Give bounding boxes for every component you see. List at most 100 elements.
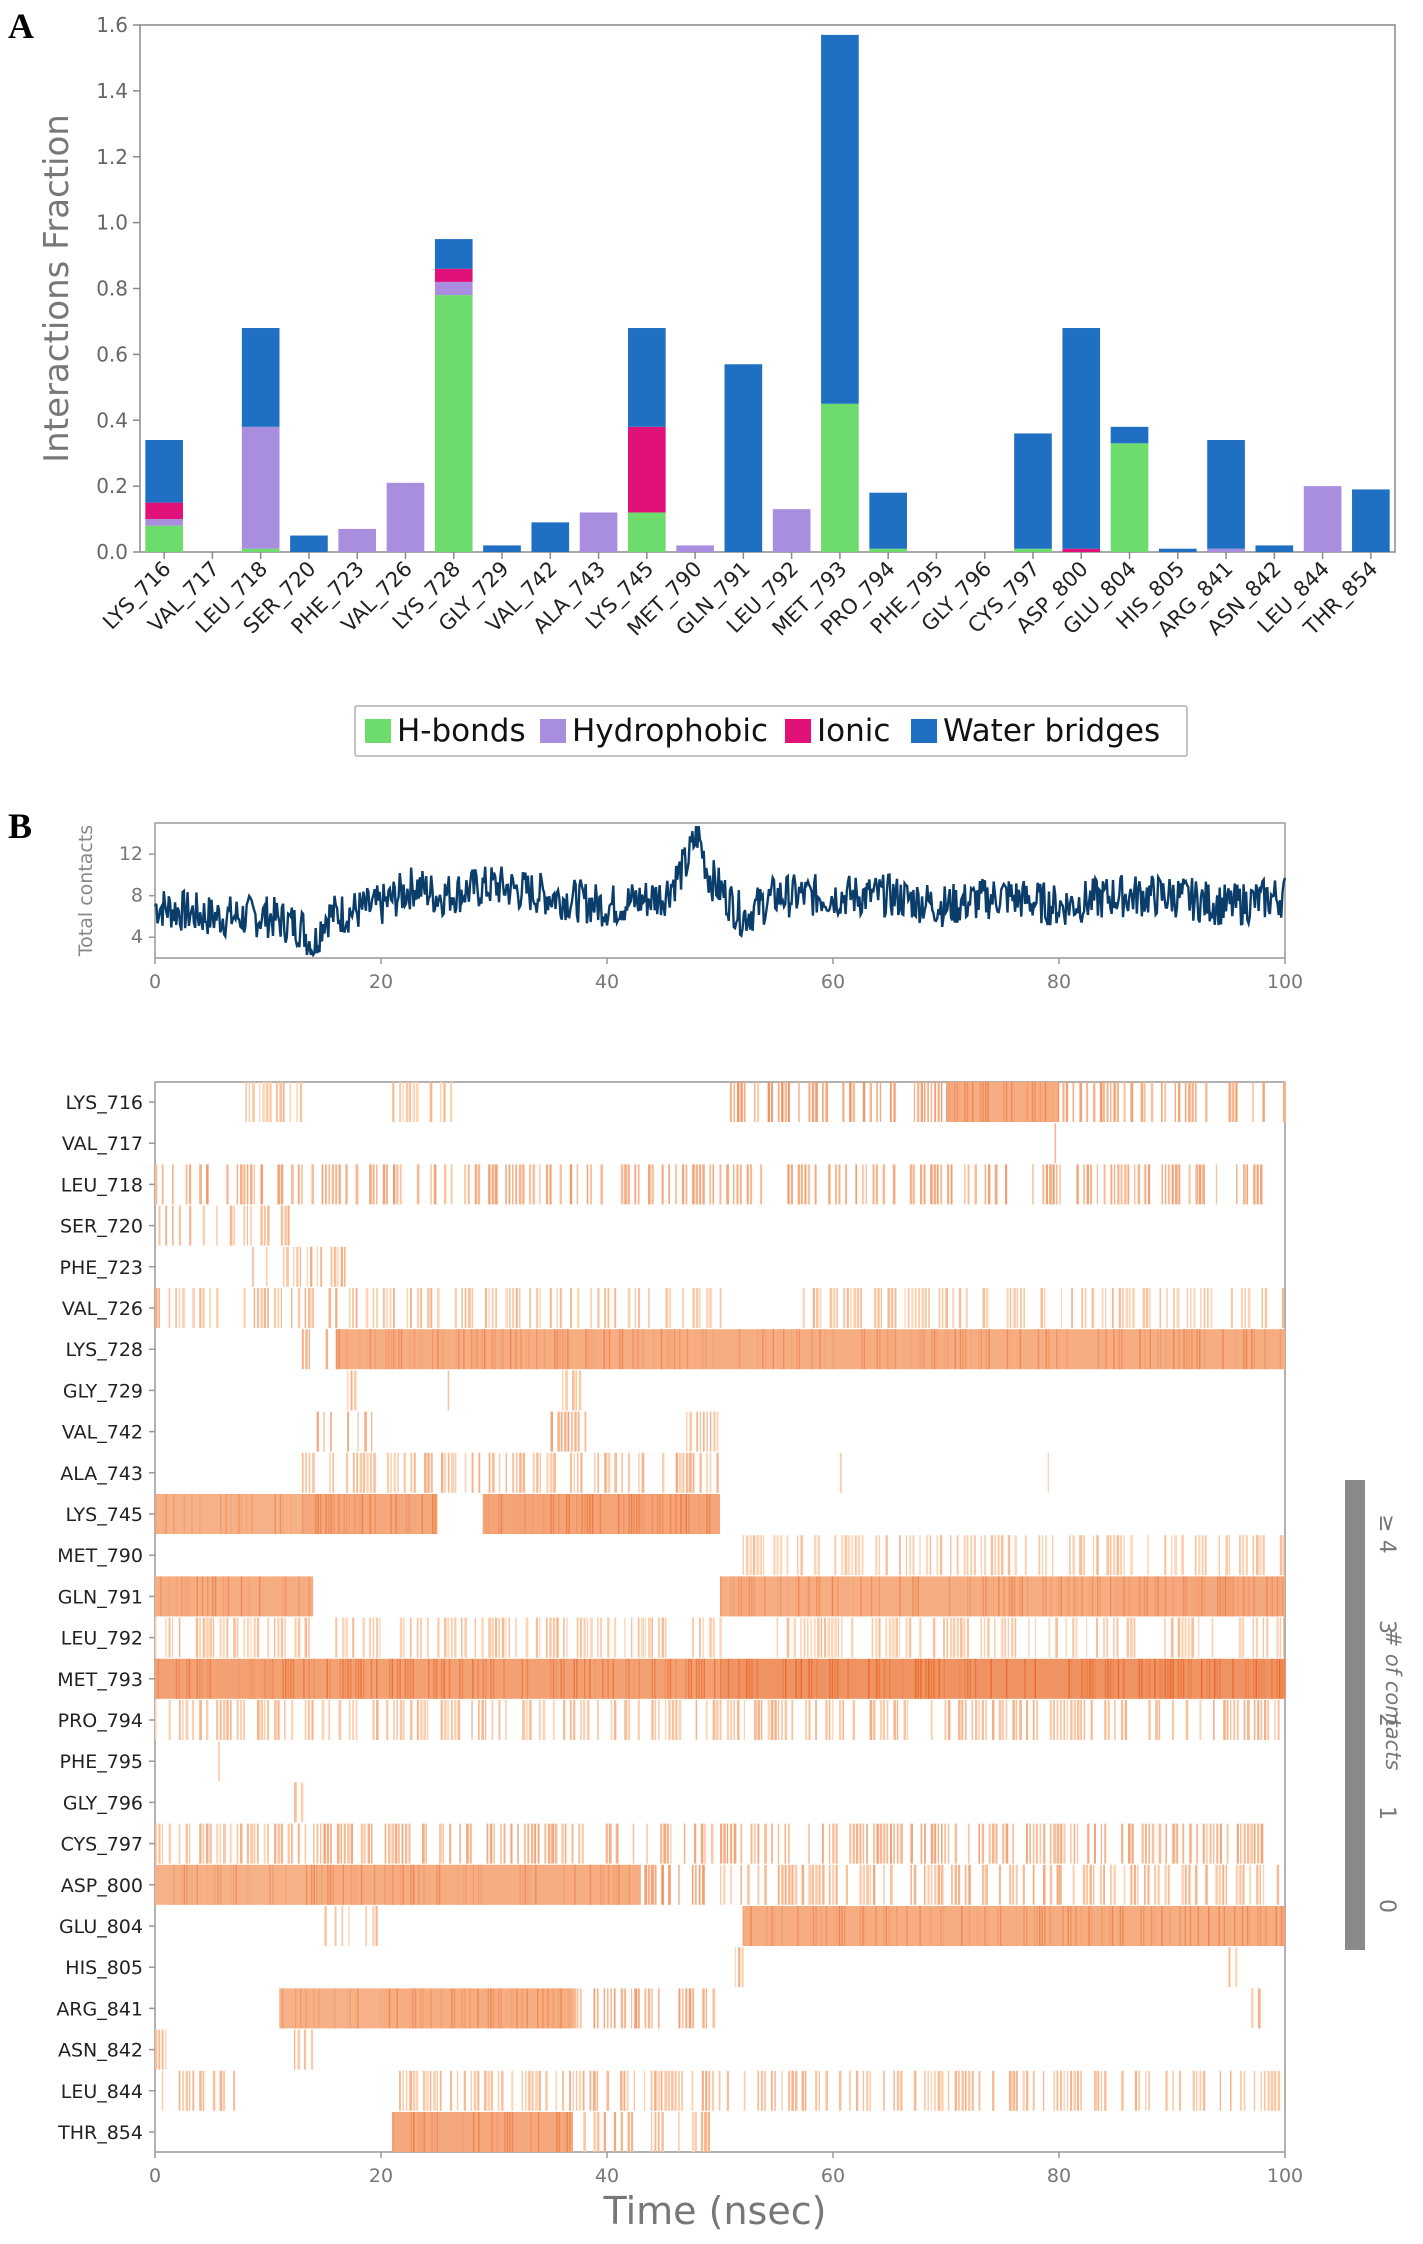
heat-tick-arg_841 xyxy=(388,1988,391,2029)
heat-tick-leu_718 xyxy=(491,1164,495,1205)
heat-tick-ala_743 xyxy=(682,1452,685,1493)
heat-tick-gln_791 xyxy=(720,1576,722,1617)
heat-tick-leu_718 xyxy=(335,1164,338,1205)
heat-tick-arg_841 xyxy=(557,1988,560,2029)
heat-tick-lys_728 xyxy=(455,1329,457,1370)
heat-tick-val_726 xyxy=(1043,1288,1046,1328)
heat-tick-ala_743 xyxy=(444,1452,446,1493)
heat-tick-pro_794 xyxy=(522,1700,525,1740)
heat-tick-lys_728 xyxy=(439,1329,442,1370)
bar-hydrophobic-ala_743 xyxy=(579,512,618,552)
heat-tick-gln_791 xyxy=(1021,1576,1023,1617)
heat-tick-val_726 xyxy=(155,1288,158,1328)
x-tick-label: 60 xyxy=(821,971,845,993)
heat-tick-leu_844 xyxy=(781,2070,783,2111)
heat-tick-cys_797 xyxy=(223,1823,226,1864)
heat-tick-pro_794 xyxy=(1036,1700,1039,1740)
heat-tick-leu_792 xyxy=(810,1617,812,1658)
heat-tick-asp_800 xyxy=(1144,1864,1146,1905)
heat-tick-leu_844 xyxy=(691,2070,694,2111)
heat-tick-lys_728 xyxy=(543,1329,546,1370)
heat-tick-arg_841 xyxy=(461,1988,463,2029)
heat-tick-lys_728 xyxy=(983,1329,985,1370)
heat-tick-ser_720 xyxy=(189,1205,192,1246)
heat-tick-leu_792 xyxy=(1255,1617,1259,1658)
heat-tick-cys_797 xyxy=(527,1823,530,1864)
heat-tick-leu_792 xyxy=(420,1617,422,1658)
heat-tick-val_726 xyxy=(175,1288,177,1328)
heat-tick-met_793 xyxy=(490,1658,492,1699)
heat-tick-met_790 xyxy=(1096,1535,1099,1576)
heat-tick-leu_844 xyxy=(545,2070,548,2111)
heat-tick-met_793 xyxy=(1190,1658,1192,1699)
heat-tick-gln_791 xyxy=(738,1576,740,1617)
heat-tick-phe_723 xyxy=(320,1246,323,1287)
heat-tick-leu_844 xyxy=(1264,2070,1266,2111)
x-tick-label: 80 xyxy=(1047,971,1071,993)
heat-tick-gln_791 xyxy=(160,1576,162,1617)
heat-tick-cys_797 xyxy=(937,1823,939,1864)
heat-tick-gln_791 xyxy=(1164,1576,1167,1617)
heat-tick-lys_716 xyxy=(879,1082,882,1122)
heat-tick-arg_841 xyxy=(552,1988,554,2029)
heat-tick-cys_797 xyxy=(571,1823,574,1864)
heat-tick-lys_728 xyxy=(1118,1329,1120,1370)
heat-tick-pro_794 xyxy=(1080,1700,1082,1740)
heat-tick-asp_800 xyxy=(1276,1864,1280,1905)
heat-tick-lys_745 xyxy=(356,1494,358,1534)
heat-tick-met_793 xyxy=(344,1658,347,1699)
heat-tick-phe_723 xyxy=(333,1246,337,1287)
heat-tick-val_726 xyxy=(1111,1288,1114,1328)
heat-tick-pro_794 xyxy=(1060,1700,1062,1740)
heat-tick-leu_718 xyxy=(695,1164,699,1205)
heat-tick-cys_797 xyxy=(500,1823,502,1864)
heat-tick-lys_745 xyxy=(314,1494,317,1534)
heat-tick-lys_716 xyxy=(924,1082,926,1122)
heat-tick-pro_794 xyxy=(185,1700,189,1740)
heat-tick-arg_841 xyxy=(702,1988,705,2029)
heat-tick-gly_729 xyxy=(447,1370,450,1411)
heat-tick-lys_728 xyxy=(762,1329,764,1370)
heat-tick-pro_794 xyxy=(1056,1700,1059,1740)
heat-tick-met_793 xyxy=(756,1658,758,1699)
bar-hydrophobic-phe_723 xyxy=(338,528,377,552)
heat-tick-leu_718 xyxy=(512,1164,514,1205)
heat-tick-leu_844 xyxy=(1179,2070,1182,2111)
heat-tick-val_726 xyxy=(515,1288,518,1328)
heat-tick-leu_718 xyxy=(291,1164,294,1205)
heat-tick-pro_794 xyxy=(420,1700,423,1740)
heat-tick-leu_718 xyxy=(1168,1164,1170,1205)
heat-tick-lys_728 xyxy=(879,1329,881,1370)
heat-tick-met_793 xyxy=(902,1658,904,1699)
heat-tick-cys_797 xyxy=(632,1823,635,1864)
heat-tick-lys_716 xyxy=(259,1082,261,1122)
heat-tick-lys_745 xyxy=(706,1494,708,1534)
heat-tick-met_793 xyxy=(928,1658,930,1699)
residue-row-label: VAL_717 xyxy=(62,1133,143,1155)
heat-tick-val_742 xyxy=(689,1411,692,1452)
heat-tick-ala_743 xyxy=(346,1452,349,1493)
heat-tick-val_726 xyxy=(505,1288,508,1328)
heat-tick-val_726 xyxy=(267,1288,269,1328)
heat-tick-asp_800 xyxy=(464,1864,467,1905)
heat-tick-leu_792 xyxy=(1198,1617,1200,1658)
heat-tick-asp_800 xyxy=(1123,1864,1126,1905)
heat-tick-lys_716 xyxy=(1191,1082,1194,1122)
heat-tick-met_793 xyxy=(785,1658,787,1699)
heat-tick-gln_791 xyxy=(1266,1576,1268,1617)
heat-tick-met_793 xyxy=(651,1658,653,1699)
bar-h-bonds-lys_716 xyxy=(145,525,183,552)
heat-tick-lys_728 xyxy=(686,1329,689,1370)
heat-tick-pro_794 xyxy=(539,1700,541,1740)
heat-tick-pro_794 xyxy=(1185,1700,1189,1740)
heat-tick-gln_791 xyxy=(816,1576,818,1617)
heat-tick-cys_797 xyxy=(1165,1823,1168,1864)
heat-tick-leu_844 xyxy=(429,2070,432,2111)
heat-tick-lys_716 xyxy=(771,1082,774,1122)
heat-tick-pro_794 xyxy=(975,1700,978,1740)
heat-tick-leu_792 xyxy=(308,1617,310,1658)
heat-tick-asp_800 xyxy=(1113,1864,1117,1905)
heat-tick-leu_718 xyxy=(396,1164,399,1205)
heat-tick-cys_797 xyxy=(291,1823,293,1864)
heat-tick-asp_800 xyxy=(828,1864,831,1905)
